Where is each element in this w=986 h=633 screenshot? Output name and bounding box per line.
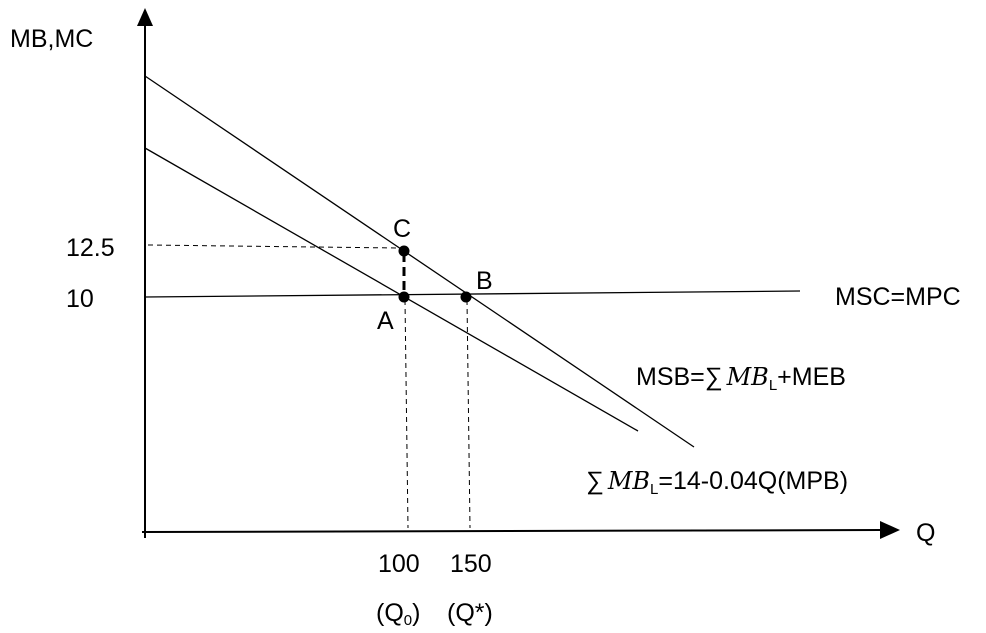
tick-100: 100	[378, 550, 420, 578]
point-b	[460, 291, 472, 303]
msb-label: MSB=∑ MBL+MEB	[636, 363, 846, 394]
tick-10: 10	[66, 285, 94, 313]
mpb-curve	[144, 147, 639, 432]
label-c: C	[393, 215, 411, 243]
label-a: A	[377, 307, 394, 335]
mpb-label-sub: L	[650, 481, 658, 498]
label-b: B	[476, 267, 493, 295]
msb-label-suffix: +MEB	[777, 363, 846, 391]
tick-q0-index: 0	[404, 612, 412, 629]
tick-12-5: 12.5	[66, 234, 115, 262]
guide-q0	[404, 299, 409, 529]
x-axis-label: Q	[916, 519, 935, 547]
msc-line	[144, 290, 801, 298]
y-axis-arrow	[137, 8, 153, 26]
y-axis-label: MB,MC	[10, 25, 93, 53]
point-a	[398, 291, 410, 303]
guide-12-5	[147, 244, 399, 249]
mpb-label-sum: ∑	[586, 467, 604, 495]
tick-q0-close: )	[412, 599, 420, 627]
msb-label-sum: ∑	[705, 363, 723, 391]
tick-q0-open: (Q	[376, 599, 404, 627]
msb-curve	[144, 75, 695, 448]
msb-label-mb: MB	[726, 363, 769, 391]
msc-label: MSC=MPC	[835, 283, 961, 311]
tick-q0: (Q0)	[376, 599, 420, 629]
guide-qstar	[466, 299, 471, 529]
x-axis-arrow	[880, 521, 900, 539]
tick-qstar: (Q*)	[447, 599, 493, 627]
mpb-label-mb: MB	[607, 467, 650, 495]
mpb-label-suffix: =14-0.04Q(MPB)	[658, 467, 848, 495]
mpb-label: ∑ MBL=14-0.04Q(MPB)	[586, 467, 848, 498]
point-c	[398, 245, 410, 257]
x-axis	[141, 529, 881, 533]
msb-label-sub: L	[769, 377, 777, 394]
msb-label-prefix: MSB=	[636, 363, 705, 391]
tick-150: 150	[450, 550, 492, 578]
